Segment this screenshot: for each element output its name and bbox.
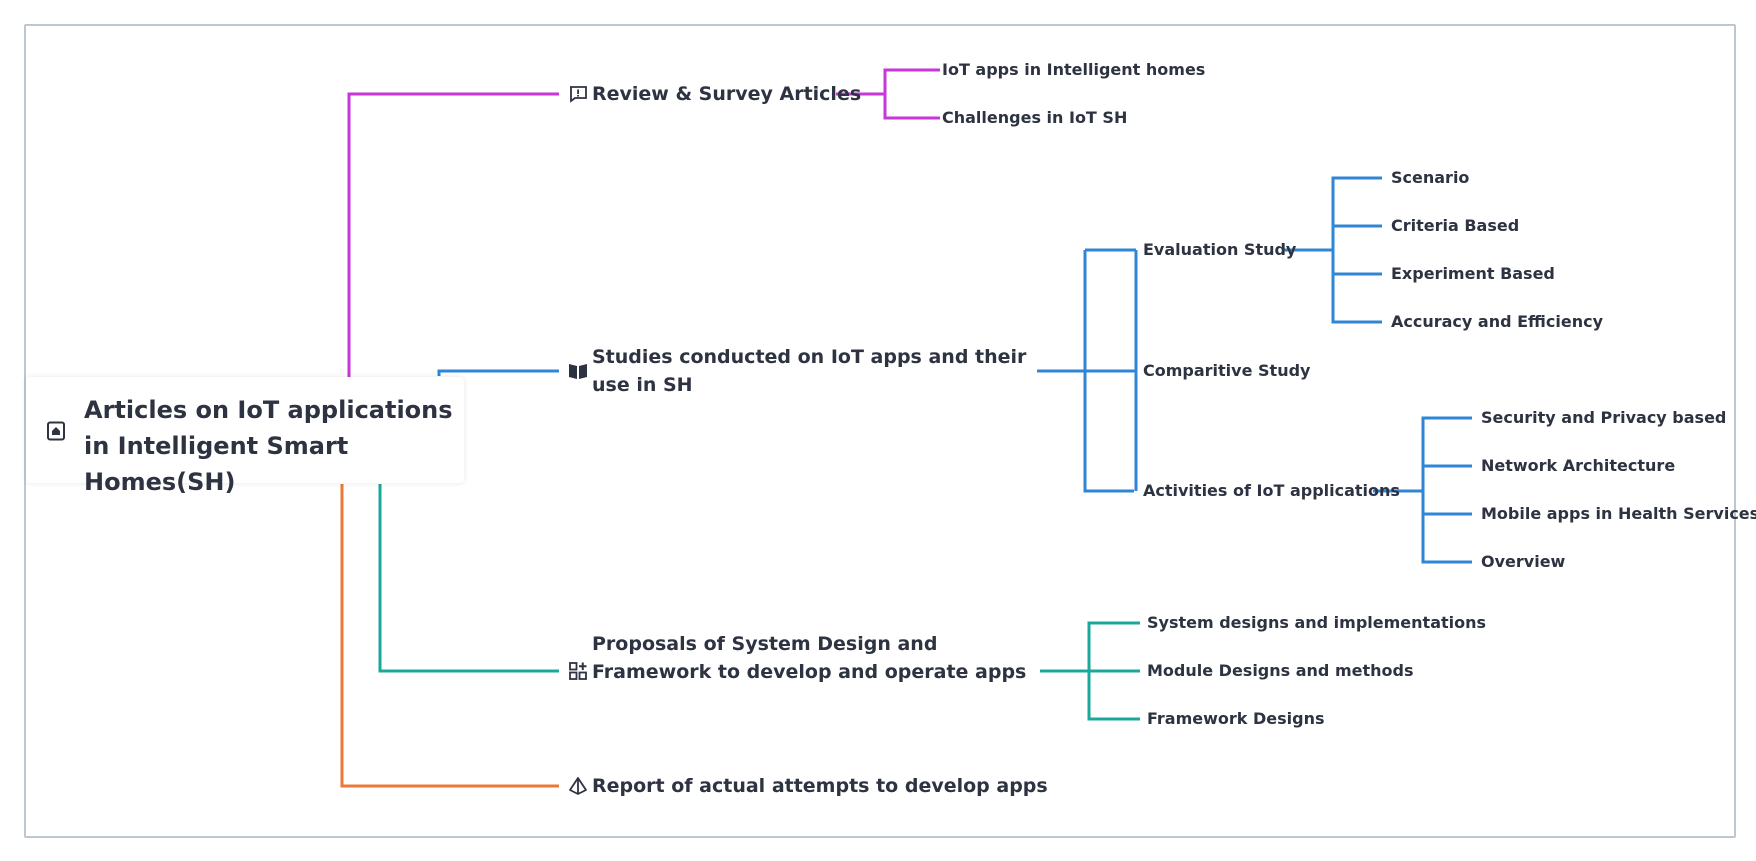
- connector-report: [340, 484, 559, 788]
- connector-review-children: [836, 68, 940, 120]
- grid-icon: [569, 662, 587, 680]
- branch-report[interactable]: Report of actual attempts to develop app…: [592, 775, 1048, 797]
- node-framework-designs[interactable]: Framework Designs: [1147, 709, 1325, 728]
- branch-studies[interactable]: Studies conducted on IoT apps and their …: [592, 346, 1027, 396]
- book-icon: [569, 364, 587, 379]
- branch-proposals[interactable]: Proposals of System Design and Framework…: [592, 633, 1027, 683]
- connector-studies-children-2: [1083, 248, 1134, 493]
- connector-proposals-children: [1040, 621, 1140, 721]
- node-challenges-iot-sh[interactable]: Challenges in IoT SH: [942, 108, 1128, 127]
- connector-studies: [437, 369, 559, 376]
- node-comparitive-study[interactable]: Comparitive Study: [1143, 361, 1311, 380]
- node-accuracy-efficiency[interactable]: Accuracy and Efficiency: [1391, 312, 1604, 331]
- node-module-designs[interactable]: Module Designs and methods: [1147, 661, 1414, 680]
- node-activities-iot-applications[interactable]: Activities of IoT applications: [1143, 481, 1400, 500]
- root-node[interactable]: [26, 377, 464, 483]
- node-network-architecture[interactable]: Network Architecture: [1481, 456, 1676, 475]
- connector-activities-children: [1373, 416, 1472, 564]
- node-mobile-apps-health[interactable]: Mobile apps in Health Services: [1481, 504, 1756, 523]
- node-experiment-based[interactable]: Experiment Based: [1391, 264, 1555, 283]
- node-evaluation-study[interactable]: Evaluation Study: [1143, 240, 1297, 259]
- canvas-frame: [24, 24, 1736, 838]
- node-iot-apps-intelligent-homes[interactable]: IoT apps in Intelligent homes: [942, 60, 1206, 79]
- connector-evaluation-children: [1283, 176, 1382, 324]
- connector-review: [347, 92, 559, 380]
- report-icon: [570, 86, 587, 103]
- node-criteria-based[interactable]: Criteria Based: [1391, 216, 1520, 235]
- node-scenario[interactable]: Scenario: [1391, 168, 1470, 187]
- pyramid-icon: [569, 777, 587, 795]
- home-icon: [47, 421, 65, 441]
- node-security-privacy[interactable]: Security and Privacy based: [1481, 408, 1727, 427]
- branch-review[interactable]: Review & Survey Articles: [592, 83, 862, 105]
- connector-proposals: [378, 484, 559, 673]
- root-label: Articles on IoT applications in Intellig…: [84, 396, 453, 496]
- node-system-designs[interactable]: System designs and implementations: [1147, 613, 1487, 632]
- node-overview[interactable]: Overview: [1481, 552, 1566, 571]
